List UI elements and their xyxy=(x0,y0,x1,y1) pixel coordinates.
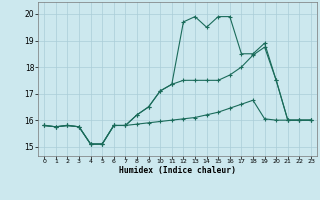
X-axis label: Humidex (Indice chaleur): Humidex (Indice chaleur) xyxy=(119,166,236,175)
